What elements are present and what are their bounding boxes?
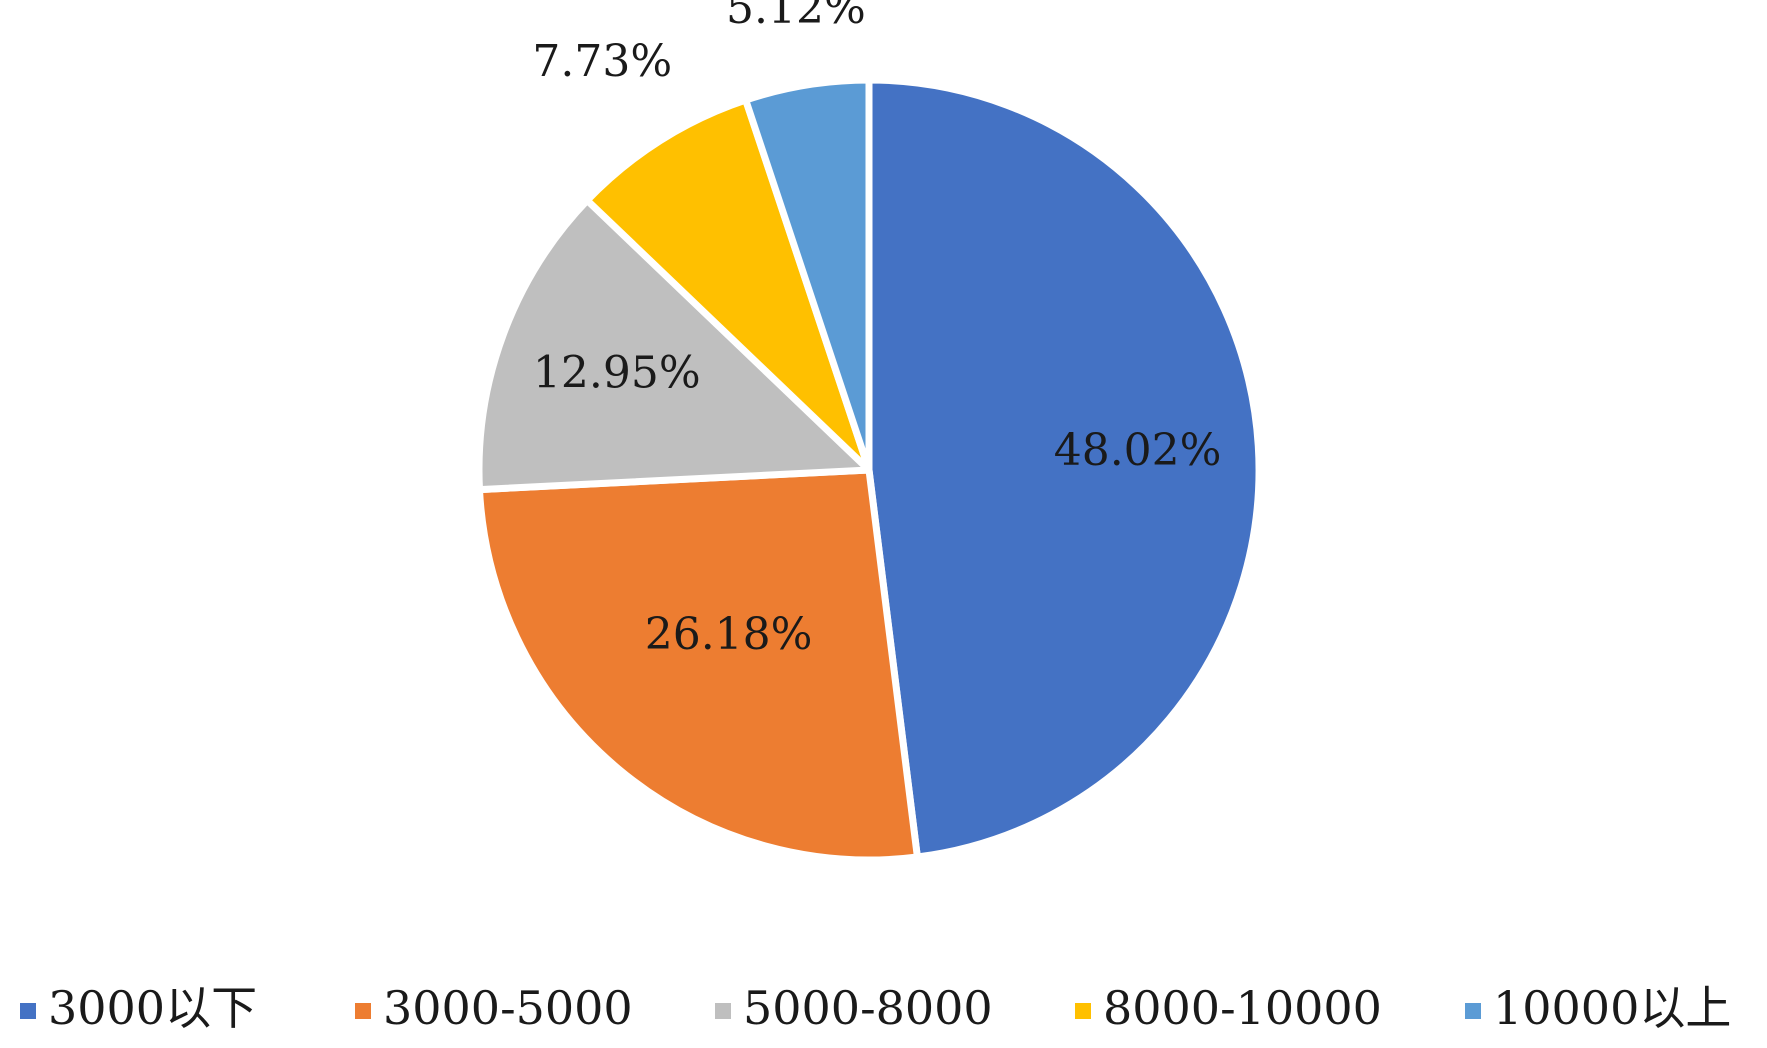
legend-label-10000: 10000以上 bbox=[1493, 981, 1731, 1035]
data-label-5000-8000: 12.95% bbox=[533, 348, 701, 399]
legend-label-5000-8000: 5000-8000 bbox=[743, 981, 993, 1035]
data-label-3000-5000: 26.18% bbox=[645, 609, 813, 660]
pie-slice-3000 bbox=[865, 76, 1263, 861]
data-label-3000: 48.02% bbox=[1054, 425, 1222, 476]
legend-swatch-5000-8000 bbox=[715, 1003, 731, 1019]
pie-slice-3000-5000 bbox=[475, 466, 921, 864]
data-label-10000: 5.12% bbox=[726, 0, 866, 34]
legend: 3000以下 3000-5000 5000-8000 8000-10000 10000以… bbox=[20, 981, 1731, 1035]
legend-swatch-10000 bbox=[1465, 1003, 1481, 1019]
legend-swatch-3000-5000 bbox=[355, 1003, 371, 1019]
pie-slice-8000-10000 bbox=[583, 96, 873, 474]
legend-label-3000-5000: 3000-5000 bbox=[383, 981, 633, 1035]
legend-label-8000-10000: 8000-10000 bbox=[1103, 981, 1382, 1035]
pie-slice-10000 bbox=[742, 76, 873, 474]
data-labels: 48.02% 26.18% 12.95% 7.73% 5.12% bbox=[532, 0, 1221, 660]
pie-slice-5000-8000 bbox=[475, 196, 873, 494]
legend-swatch-8000-10000 bbox=[1075, 1003, 1091, 1019]
pie-slices bbox=[475, 76, 1263, 864]
legend-label-3000: 3000以下 bbox=[48, 981, 257, 1035]
data-label-8000-10000: 7.73% bbox=[532, 36, 672, 87]
legend-swatch-3000 bbox=[20, 1003, 36, 1019]
